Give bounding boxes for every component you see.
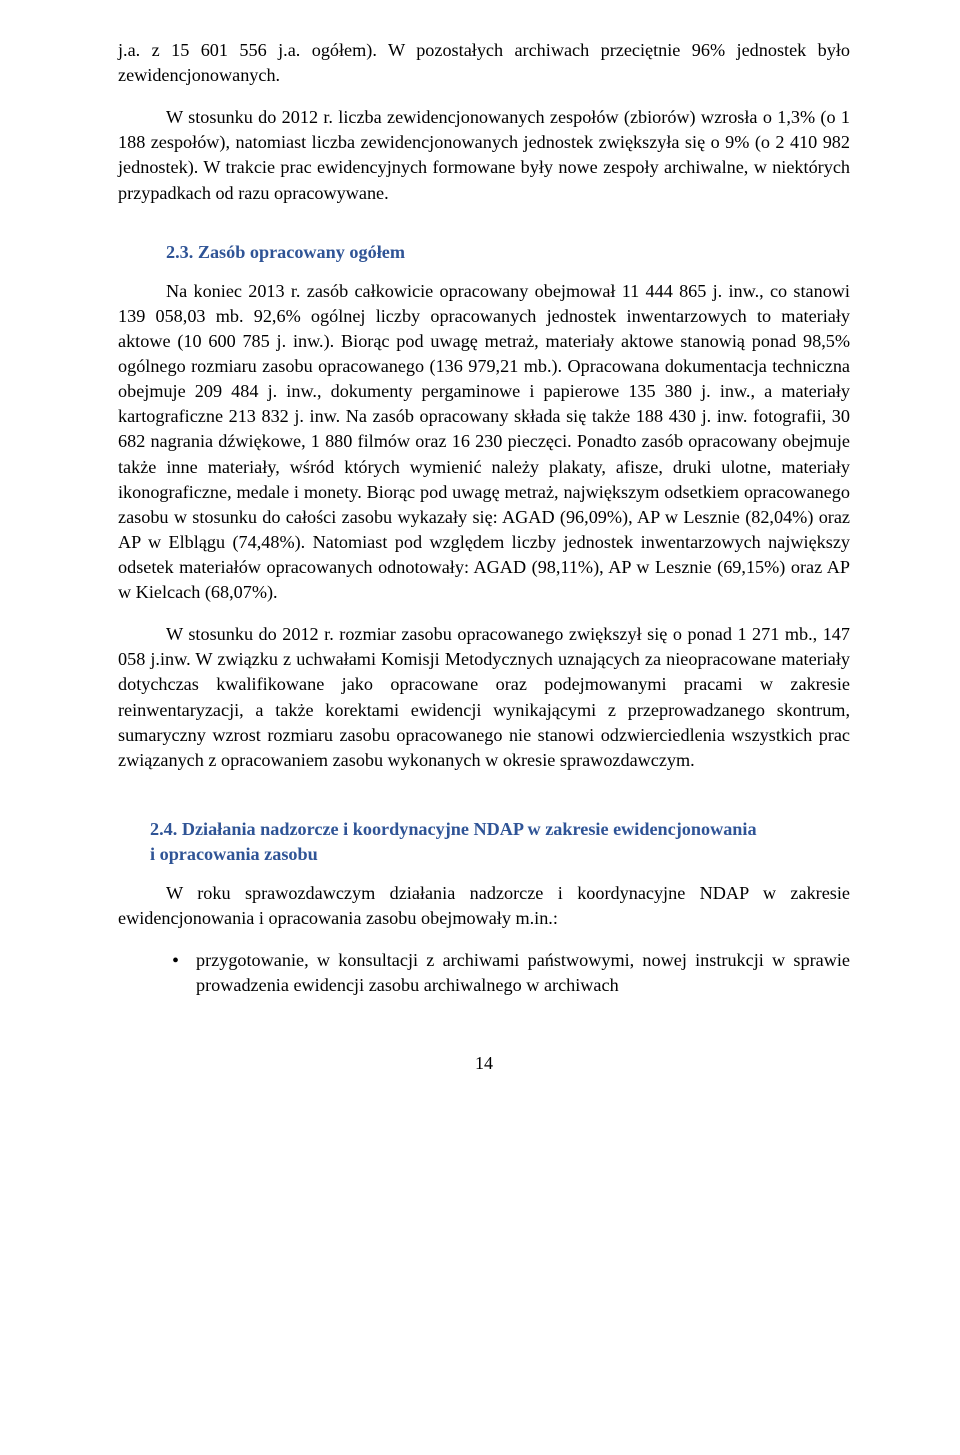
bullet-list: przygotowanie, w konsultacji z archiwami…: [118, 948, 850, 998]
paragraph-2: W stosunku do 2012 r. liczba zewidencjon…: [118, 105, 850, 205]
paragraph-5: W roku sprawozdawczym działania nadzorcz…: [118, 881, 850, 931]
heading-2-4: 2.4. Działania nadzorcze i koordynacyjne…: [118, 817, 850, 867]
paragraph-3: Na koniec 2013 r. zasób całkowicie oprac…: [118, 279, 850, 605]
heading-2-3: 2.3. Zasób opracowany ogółem: [118, 240, 850, 265]
heading-2-4-line2: i opracowania zasobu: [118, 842, 850, 867]
paragraph-4: W stosunku do 2012 r. rozmiar zasobu opr…: [118, 622, 850, 773]
heading-2-4-line1: 2.4. Działania nadzorcze i koordynacyjne…: [150, 819, 757, 839]
list-item: przygotowanie, w konsultacji z archiwami…: [172, 948, 850, 998]
paragraph-continuation: j.a. z 15 601 556 j.a. ogółem). W pozost…: [118, 38, 850, 88]
page-number: 14: [118, 1051, 850, 1076]
